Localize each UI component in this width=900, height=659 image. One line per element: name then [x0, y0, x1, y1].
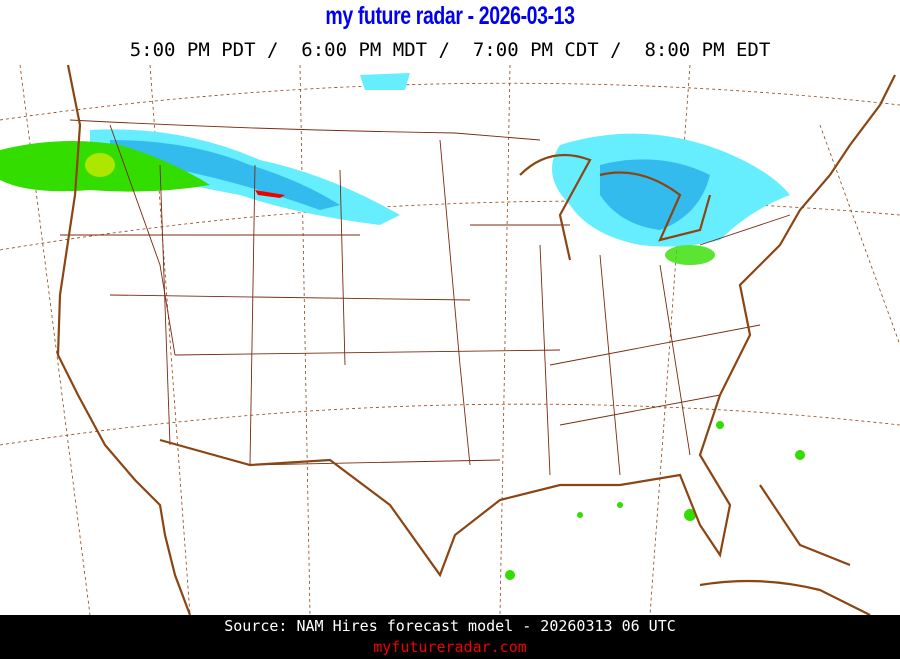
footer: Source: NAM Hires forecast model - 20260… [0, 615, 900, 659]
time-zones: 5:00 PM PDT / 6:00 PM MDT / 7:00 PM CDT … [129, 39, 771, 61]
source-text: Source: NAM Hires forecast model - 20260… [224, 617, 676, 635]
site-link[interactable]: myfutureradar.com [373, 638, 527, 656]
radar-echoes [0, 73, 805, 580]
state-boundaries [60, 119, 791, 476]
radar-map [0, 65, 900, 615]
page-title: my future radar - 2026-03-13 [325, 2, 575, 30]
coastline [56, 65, 896, 615]
